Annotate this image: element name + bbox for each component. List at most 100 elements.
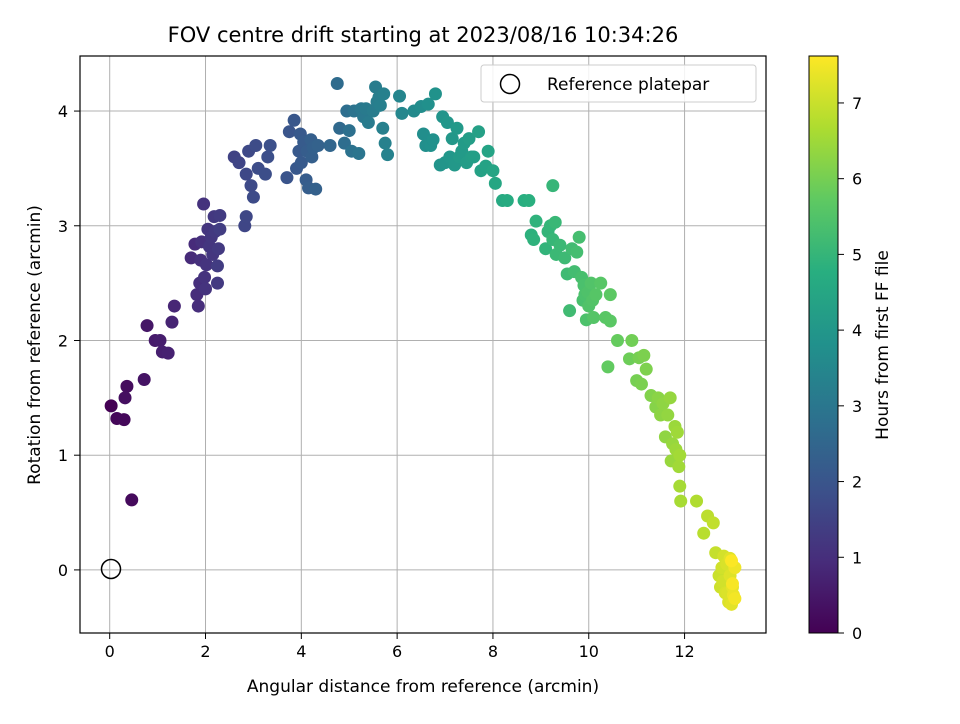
colorbar-tick-label: 1 [852,548,862,567]
data-point [232,156,246,170]
colorbar: 0 1 2 3 4 5 6 7 Hours from first FF file [808,55,893,643]
colorbar-tick-label: 5 [852,245,862,264]
colorbar-label: Hours from first FF file [873,250,893,440]
y-tick-label: 2 [58,331,68,350]
data-point [450,121,464,135]
data-point [584,276,598,290]
data-point [548,215,562,229]
colorbar-ticks: 0 1 2 3 4 5 6 7 [838,94,862,643]
data-point [161,346,175,360]
plot-frame [79,55,767,634]
legend: Reference platepar [480,64,757,103]
data-point [672,460,686,474]
data-point [258,167,272,181]
colorbar-tick-label: 2 [852,473,862,492]
data-point [529,214,543,228]
y-axis-label: Rotation from reference (arcmin) [25,205,45,485]
data-point [165,315,179,329]
data-point [376,121,390,135]
data-point [587,311,601,325]
data-point [440,116,454,130]
data-point [377,87,391,101]
data-point [472,125,486,139]
data-point [210,259,224,273]
x-tick-label: 4 [296,642,306,661]
data-point [546,179,560,193]
data-point [211,242,225,256]
data-point [622,352,636,366]
data-point [661,408,675,422]
reference-point-marker [100,558,122,580]
colorbar-tick-label: 6 [852,170,862,189]
data-point [330,77,344,91]
colorbar-tick-label: 4 [852,321,862,340]
data-point [120,379,134,393]
data-point [467,150,481,164]
data-point [522,194,536,208]
data-point [428,87,442,101]
data-point [244,179,258,193]
data-point [287,113,301,127]
data-point [137,372,151,386]
data-point [282,125,296,139]
data-point [167,299,181,313]
x-tick-label: 2 [200,642,210,661]
data-point [697,526,711,540]
data-point [589,288,603,302]
colorbar-gradient [808,55,839,634]
data-point [673,448,687,462]
data-point [199,282,213,296]
data-point [361,116,375,130]
data-point [246,190,260,204]
data-point [570,245,584,259]
data-point [213,222,227,236]
data-point [198,270,212,284]
data-point [125,493,139,507]
data-point [239,167,253,181]
data-point [610,333,624,347]
data-point [140,319,154,333]
data-point [462,132,476,146]
data-point [378,136,392,150]
data-point [674,494,688,508]
colorbar-tick-label: 0 [852,624,862,643]
data-point [311,138,325,152]
data-point [594,276,608,290]
data-point [486,164,500,178]
data-point [488,176,502,190]
legend-entry-label: Reference platepar [547,75,709,95]
data-point [500,194,514,208]
data-point [481,144,495,158]
data-point [725,554,739,568]
x-tick-label: 0 [105,642,115,661]
data-point [395,106,409,120]
y-tick-label: 3 [58,217,68,236]
data-point [393,89,407,103]
x-axis-label: Angular distance from reference (arcmin) [247,677,599,697]
data-point [239,210,253,224]
data-point [426,133,440,147]
data-point [725,577,739,591]
data-point [603,314,617,328]
data-point [527,233,541,247]
data-point [213,208,227,222]
data-point [421,97,435,111]
data-point [603,288,617,302]
data-point [572,230,586,244]
data-point [118,391,132,405]
x-tick-label: 12 [674,642,694,661]
chart-title: FOV centre drift starting at 2023/08/16 … [168,23,679,47]
data-point [625,333,639,347]
data-point [309,182,323,196]
data-point [117,413,131,427]
data-point [637,348,651,362]
data-point [342,124,356,138]
x-tick-label: 10 [579,642,599,661]
data-point [690,494,704,508]
x-axis-ticks: 0 2 4 6 8 10 12 [105,633,695,661]
data-point [673,479,687,493]
data-point [381,148,395,162]
data-point [706,516,720,530]
data-point [670,425,684,439]
data-point [728,592,742,606]
